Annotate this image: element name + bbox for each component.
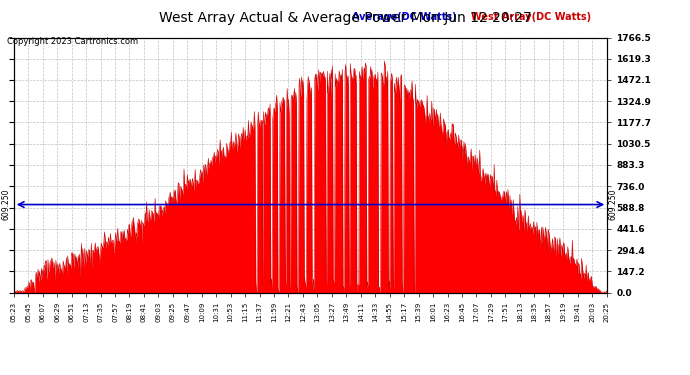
Text: Copyright 2023 Cartronics.com: Copyright 2023 Cartronics.com — [7, 38, 138, 46]
Text: 609.250: 609.250 — [2, 189, 11, 220]
Text: 609.250: 609.250 — [609, 189, 618, 220]
Text: Average(DC Watts): Average(DC Watts) — [352, 12, 457, 22]
Text: West Array Actual & Average Power Mon Jun 12 20:27: West Array Actual & Average Power Mon Ju… — [159, 11, 531, 25]
Text: West Array(DC Watts): West Array(DC Watts) — [471, 12, 591, 22]
